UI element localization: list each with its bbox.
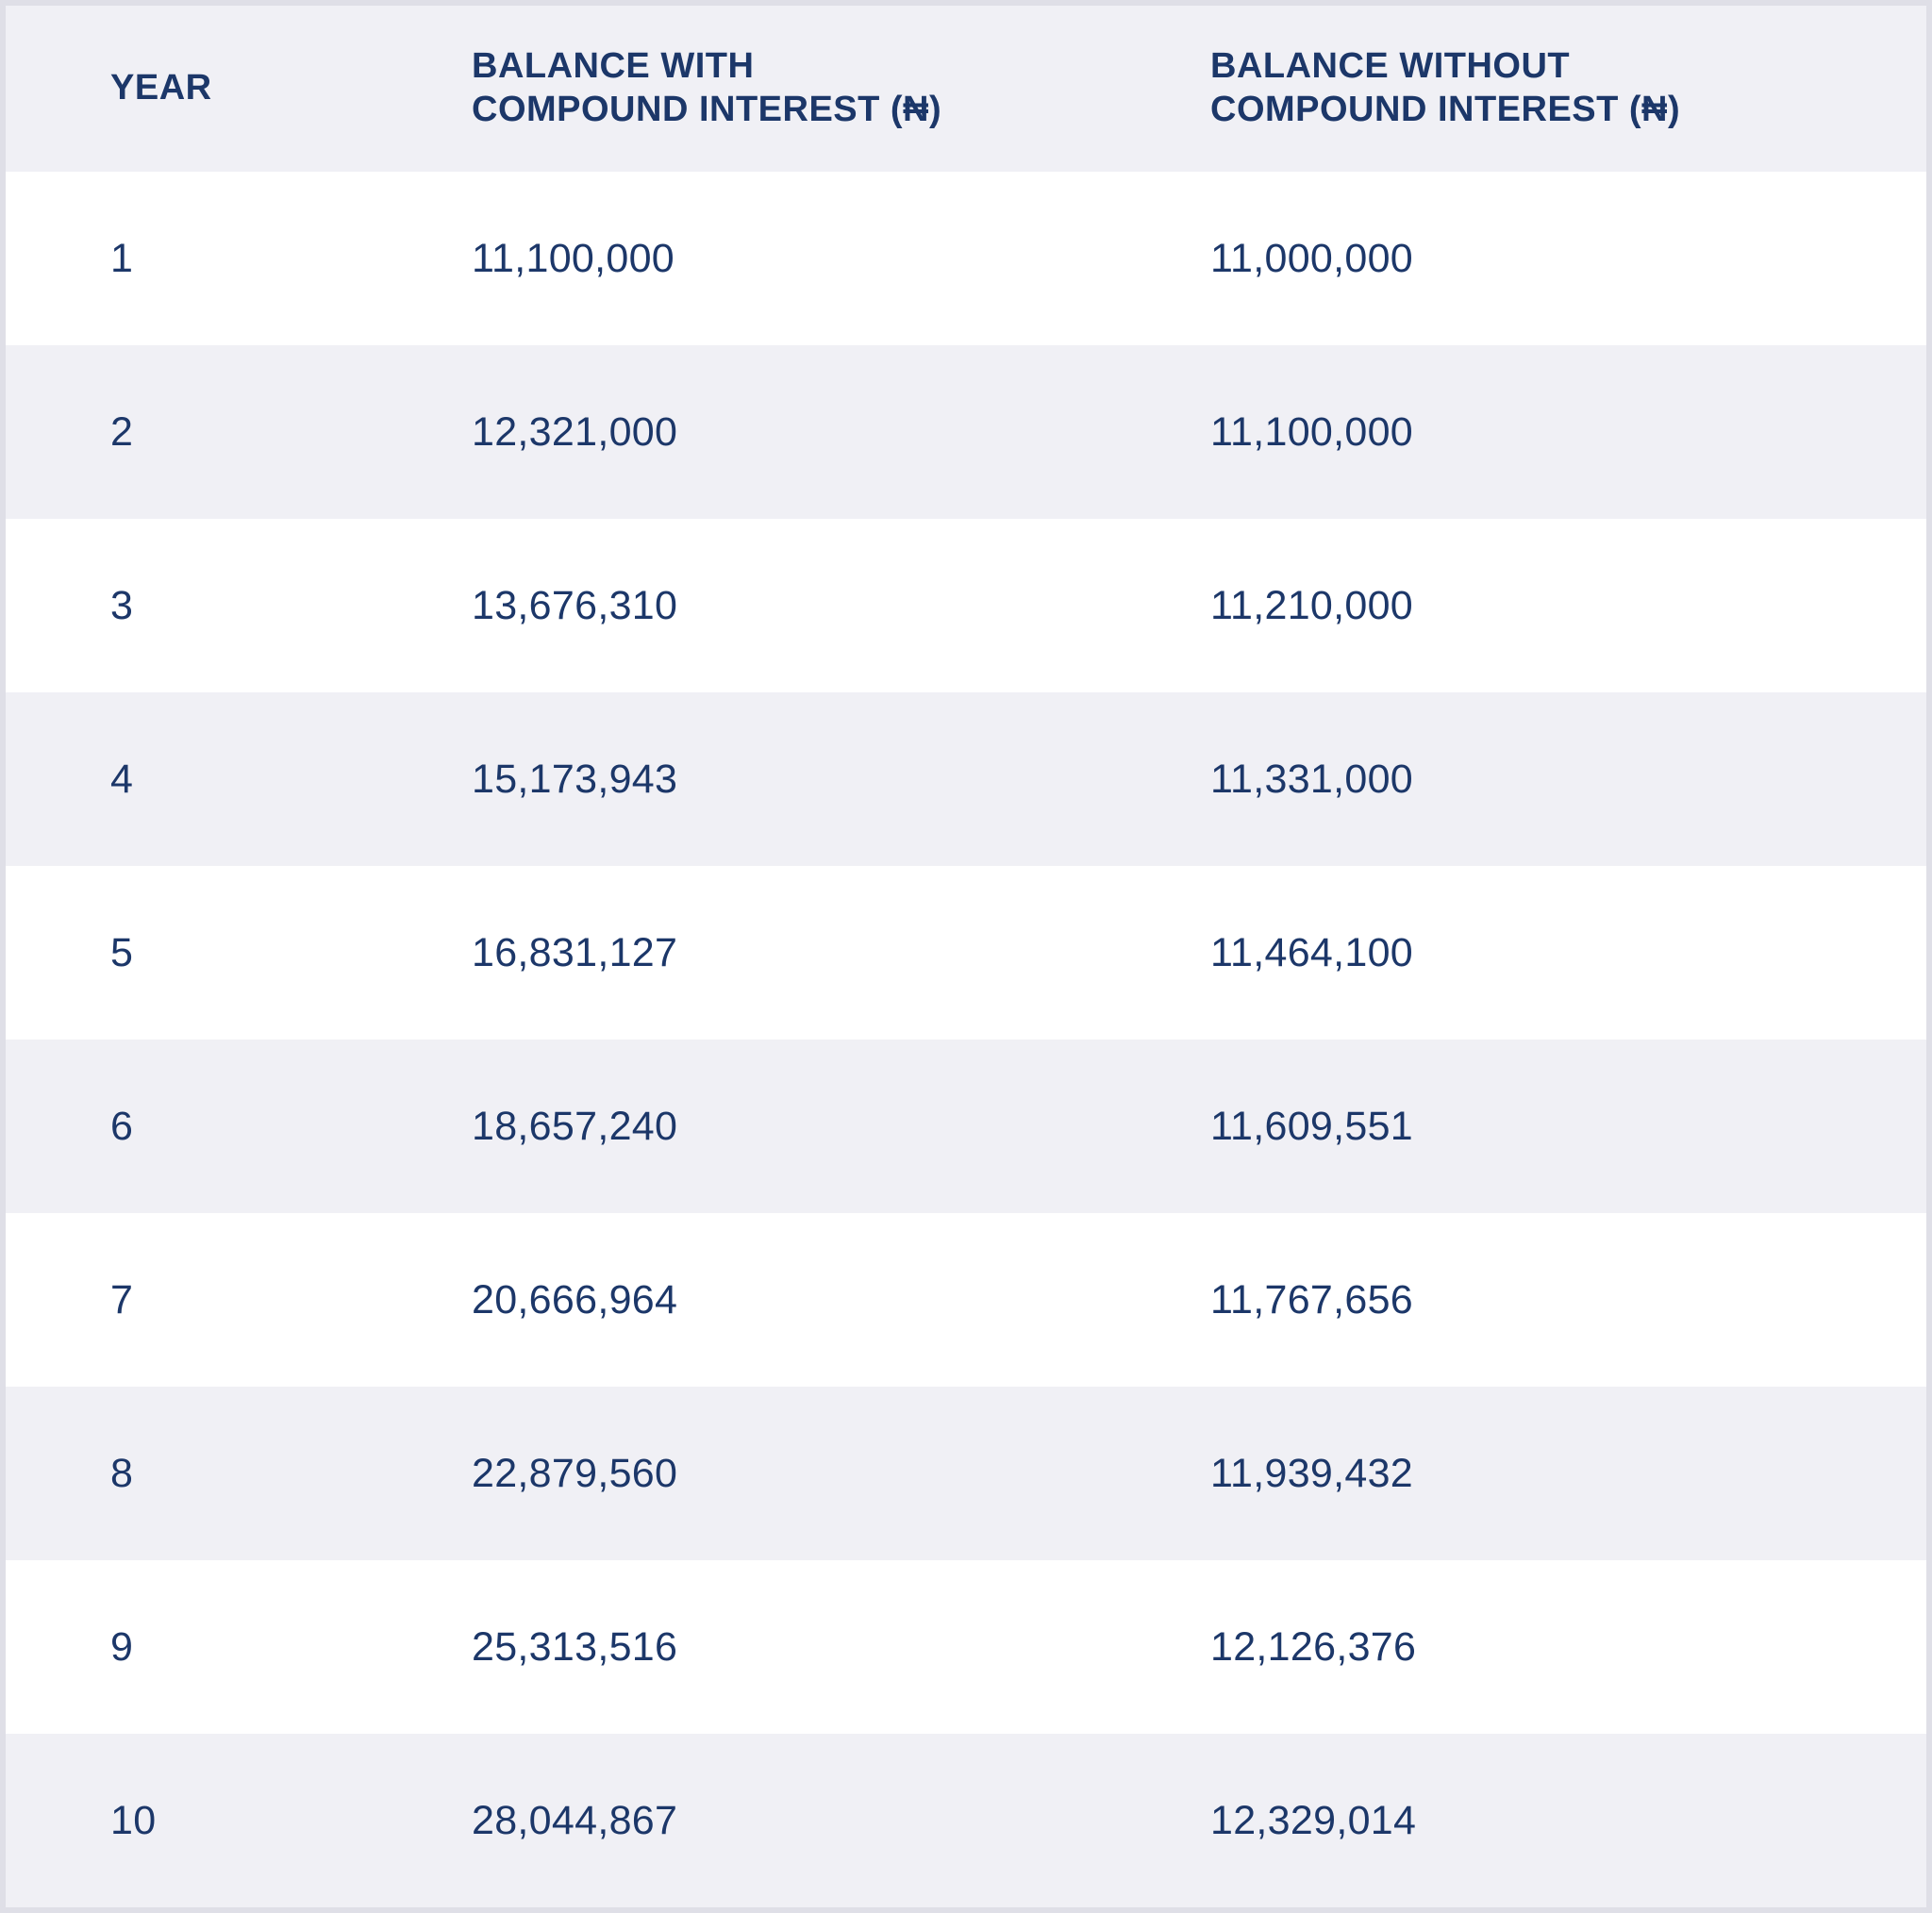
year-cell: 3 [110,582,134,628]
column-header-balance-without-compound-interest: BALANCE WITHOUT COMPOUND INTEREST (₦) [1210,46,1681,129]
balance-without-compound-interest-cell: 12,126,376 [1210,1623,1417,1670]
year-cell: 6 [110,1103,134,1149]
balance-with-compound-interest-cell: 16,831,127 [472,929,678,975]
year-cell: 5 [110,929,134,975]
balance-with-compound-interest-cell: 11,100,000 [472,235,675,281]
year-cell: 10 [110,1797,157,1843]
balance-with-compound-interest-cell: 20,666,964 [472,1276,678,1322]
table-row: 5 16,831,127 11,464,100 [6,866,1926,1040]
table-body: 1 11,100,000 11,000,000 2 12,321,000 11,100,0… [6,172,1926,1907]
table-row: 4 15,173,943 11,331,000 [6,692,1926,866]
table-row: 2 12,321,000 11,100,000 [6,345,1926,519]
balance-with-compound-interest-cell: 25,313,516 [472,1623,678,1670]
table-row: 6 18,657,240 11,609,551 [6,1040,1926,1213]
balance-without-compound-interest-cell: 11,609,551 [1210,1103,1414,1149]
table-row: 8 22,879,560 11,939,432 [6,1387,1926,1560]
table-row: 7 20,666,964 11,767,656 [6,1213,1926,1387]
table-row: 10 28,044,867 12,329,014 [6,1734,1926,1907]
balance-without-compound-interest-cell: 11,464,100 [1210,929,1414,975]
year-cell: 4 [110,756,134,802]
table-row: 1 11,100,000 11,000,000 [6,172,1926,345]
balance-without-compound-interest-cell: 11,939,432 [1210,1450,1414,1496]
balance-without-compound-interest-cell: 11,210,000 [1210,582,1414,628]
year-cell: 8 [110,1450,134,1496]
table-header-row: YEAR BALANCE WITH COMPOUND INTEREST (₦) … [6,6,1926,172]
balance-with-compound-interest-cell: 15,173,943 [472,756,678,802]
balance-without-compound-interest-cell: 11,100,000 [1210,408,1414,455]
balance-without-compound-interest-cell: 12,329,014 [1210,1797,1417,1843]
balance-without-compound-interest-cell: 11,331,000 [1210,756,1414,802]
balance-with-compound-interest-cell: 22,879,560 [472,1450,678,1496]
year-cell: 9 [110,1623,134,1670]
balance-with-compound-interest-cell: 18,657,240 [472,1103,678,1149]
balance-with-compound-interest-cell: 28,044,867 [472,1797,678,1843]
balance-with-compound-interest-cell: 12,321,000 [472,408,678,455]
balance-without-compound-interest-cell: 11,767,656 [1210,1276,1414,1322]
year-cell: 2 [110,408,134,455]
balance-without-compound-interest-cell: 11,000,000 [1210,235,1414,281]
table-row: 9 25,313,516 12,126,376 [6,1560,1926,1734]
year-cell: 1 [110,235,134,281]
balance-with-compound-interest-cell: 13,676,310 [472,582,678,628]
column-header-balance-with-compound-interest: BALANCE WITH COMPOUND INTEREST (₦) [472,46,942,129]
year-cell: 7 [110,1276,134,1322]
column-header-year: YEAR [110,68,212,108]
table-row: 3 13,676,310 11,210,000 [6,519,1926,692]
